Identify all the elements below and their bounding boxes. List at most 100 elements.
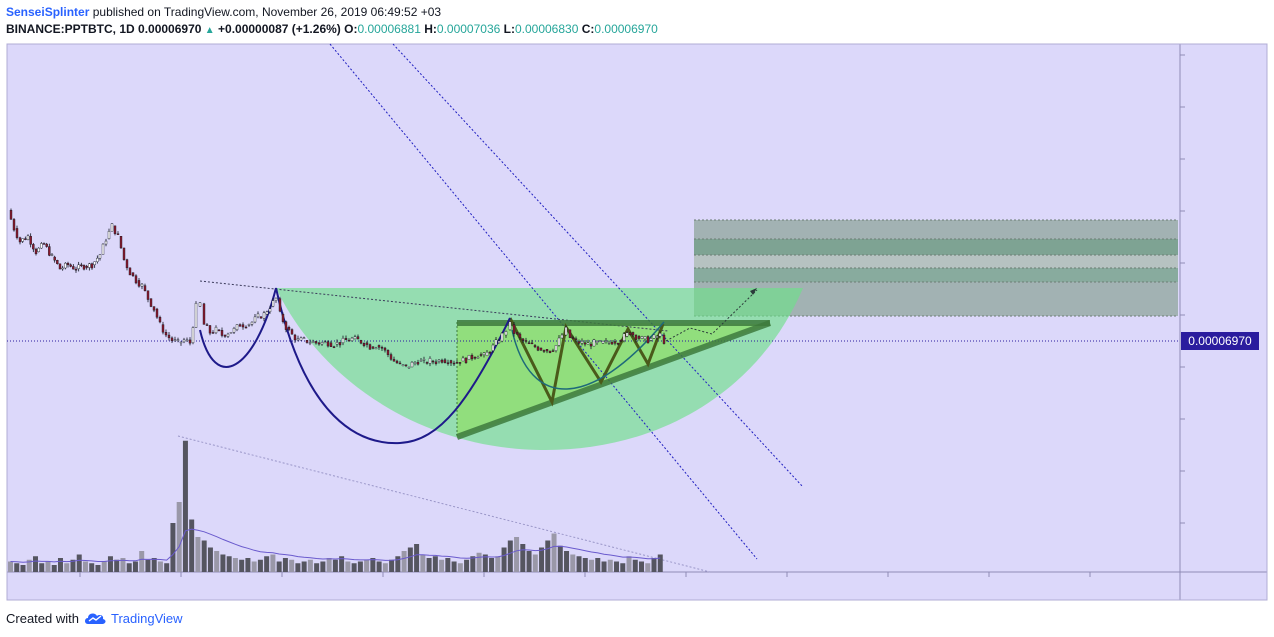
candle-body[interactable] xyxy=(278,298,282,312)
candle-body[interactable] xyxy=(344,338,348,340)
candle-body[interactable] xyxy=(329,342,333,347)
candle-body[interactable] xyxy=(488,351,492,354)
candle-body[interactable] xyxy=(32,244,35,250)
candle-body[interactable] xyxy=(551,350,555,352)
candle-body[interactable] xyxy=(9,210,13,220)
candle-body[interactable] xyxy=(149,298,153,307)
candle-body[interactable] xyxy=(640,336,644,339)
candle-body[interactable] xyxy=(631,332,635,336)
volume-trend-line[interactable] xyxy=(177,435,711,573)
candle-body[interactable] xyxy=(374,347,378,350)
candle-body[interactable] xyxy=(317,342,321,345)
candle-body[interactable] xyxy=(302,337,306,339)
candle-body[interactable] xyxy=(305,340,309,343)
candle-body[interactable] xyxy=(161,324,165,333)
candle-body[interactable] xyxy=(419,360,423,362)
candle-body[interactable] xyxy=(48,246,51,256)
candle-body[interactable] xyxy=(85,265,88,268)
candle-body[interactable] xyxy=(392,359,396,362)
candle-body[interactable] xyxy=(455,362,459,364)
candle-body[interactable] xyxy=(247,324,251,326)
tradingview-cloud-icon[interactable] xyxy=(83,610,107,626)
candle-body[interactable] xyxy=(658,333,662,337)
candle-body[interactable] xyxy=(332,346,336,348)
candle-body[interactable] xyxy=(93,261,96,266)
candle-body[interactable] xyxy=(226,333,230,337)
candle-body[interactable] xyxy=(404,364,408,367)
candle-body[interactable] xyxy=(437,359,441,362)
candle-body[interactable] xyxy=(568,329,572,338)
candle-body[interactable] xyxy=(616,343,620,345)
candle-body[interactable] xyxy=(116,233,120,235)
candle-body[interactable] xyxy=(521,338,525,341)
candle-body[interactable] xyxy=(164,332,168,336)
candle-body[interactable] xyxy=(214,326,218,334)
candle-body[interactable] xyxy=(476,356,480,359)
candle-body[interactable] xyxy=(601,340,605,344)
candle-body[interactable] xyxy=(274,297,278,301)
candle-body[interactable] xyxy=(88,263,91,268)
candle-body[interactable] xyxy=(464,357,468,364)
candle-body[interactable] xyxy=(598,340,602,342)
time-scale[interactable] xyxy=(7,572,1180,600)
candle-body[interactable] xyxy=(518,333,522,338)
candle-body[interactable] xyxy=(491,344,495,351)
candle-body[interactable] xyxy=(560,334,564,339)
candle-body[interactable] xyxy=(607,342,611,344)
candle-body[interactable] xyxy=(326,341,330,347)
candle-body[interactable] xyxy=(220,330,224,336)
candle-body[interactable] xyxy=(134,275,138,284)
candle-body[interactable] xyxy=(158,317,162,323)
candle-body[interactable] xyxy=(12,219,16,231)
candle-body[interactable] xyxy=(458,362,462,364)
candle-body[interactable] xyxy=(176,339,180,341)
candle-body[interactable] xyxy=(259,316,263,319)
candle-body[interactable] xyxy=(557,337,561,346)
candle-body[interactable] xyxy=(533,345,537,348)
candle-body[interactable] xyxy=(293,334,297,341)
candle-body[interactable] xyxy=(208,325,212,334)
candle-body[interactable] xyxy=(90,263,94,269)
cup-arc[interactable] xyxy=(275,287,511,445)
candle-body[interactable] xyxy=(564,326,568,336)
candle-body[interactable] xyxy=(42,243,46,245)
candle-body[interactable] xyxy=(170,337,174,341)
candle-body[interactable] xyxy=(398,362,402,365)
candle-body[interactable] xyxy=(198,302,202,307)
candle-body[interactable] xyxy=(368,344,372,350)
candle-body[interactable] xyxy=(80,264,83,267)
candle-body[interactable] xyxy=(155,308,159,318)
candle-body[interactable] xyxy=(107,231,111,240)
candle-body[interactable] xyxy=(232,328,236,333)
candle-body[interactable] xyxy=(515,332,519,335)
candle-body[interactable] xyxy=(479,354,483,356)
candle-body[interactable] xyxy=(401,364,405,366)
candle-body[interactable] xyxy=(69,264,72,267)
candle-body[interactable] xyxy=(371,346,375,349)
candle-body[interactable] xyxy=(527,342,531,345)
candle-body[interactable] xyxy=(21,238,24,242)
candle-body[interactable] xyxy=(434,361,438,364)
candle-body[interactable] xyxy=(359,340,363,344)
candle-body[interactable] xyxy=(77,264,80,269)
candle-body[interactable] xyxy=(497,340,501,344)
candle-body[interactable] xyxy=(256,313,260,318)
candle-body[interactable] xyxy=(194,303,198,328)
candle-body[interactable] xyxy=(610,342,614,345)
candle-body[interactable] xyxy=(571,337,575,339)
candle-body[interactable] xyxy=(96,257,99,262)
candle-body[interactable] xyxy=(262,312,266,319)
candle-body[interactable] xyxy=(173,339,177,341)
candle-body[interactable] xyxy=(545,349,549,352)
candle-body[interactable] xyxy=(425,362,429,364)
candle-body[interactable] xyxy=(470,354,474,360)
candle-body[interactable] xyxy=(452,362,456,365)
candle-body[interactable] xyxy=(290,329,294,335)
candle-body[interactable] xyxy=(113,225,117,234)
candle-body[interactable] xyxy=(58,263,62,270)
candle-body[interactable] xyxy=(577,341,581,344)
tradingview-link[interactable]: TradingView xyxy=(110,610,183,626)
candle-body[interactable] xyxy=(29,236,32,245)
candle-body[interactable] xyxy=(353,336,357,340)
candle-body[interactable] xyxy=(646,336,650,344)
